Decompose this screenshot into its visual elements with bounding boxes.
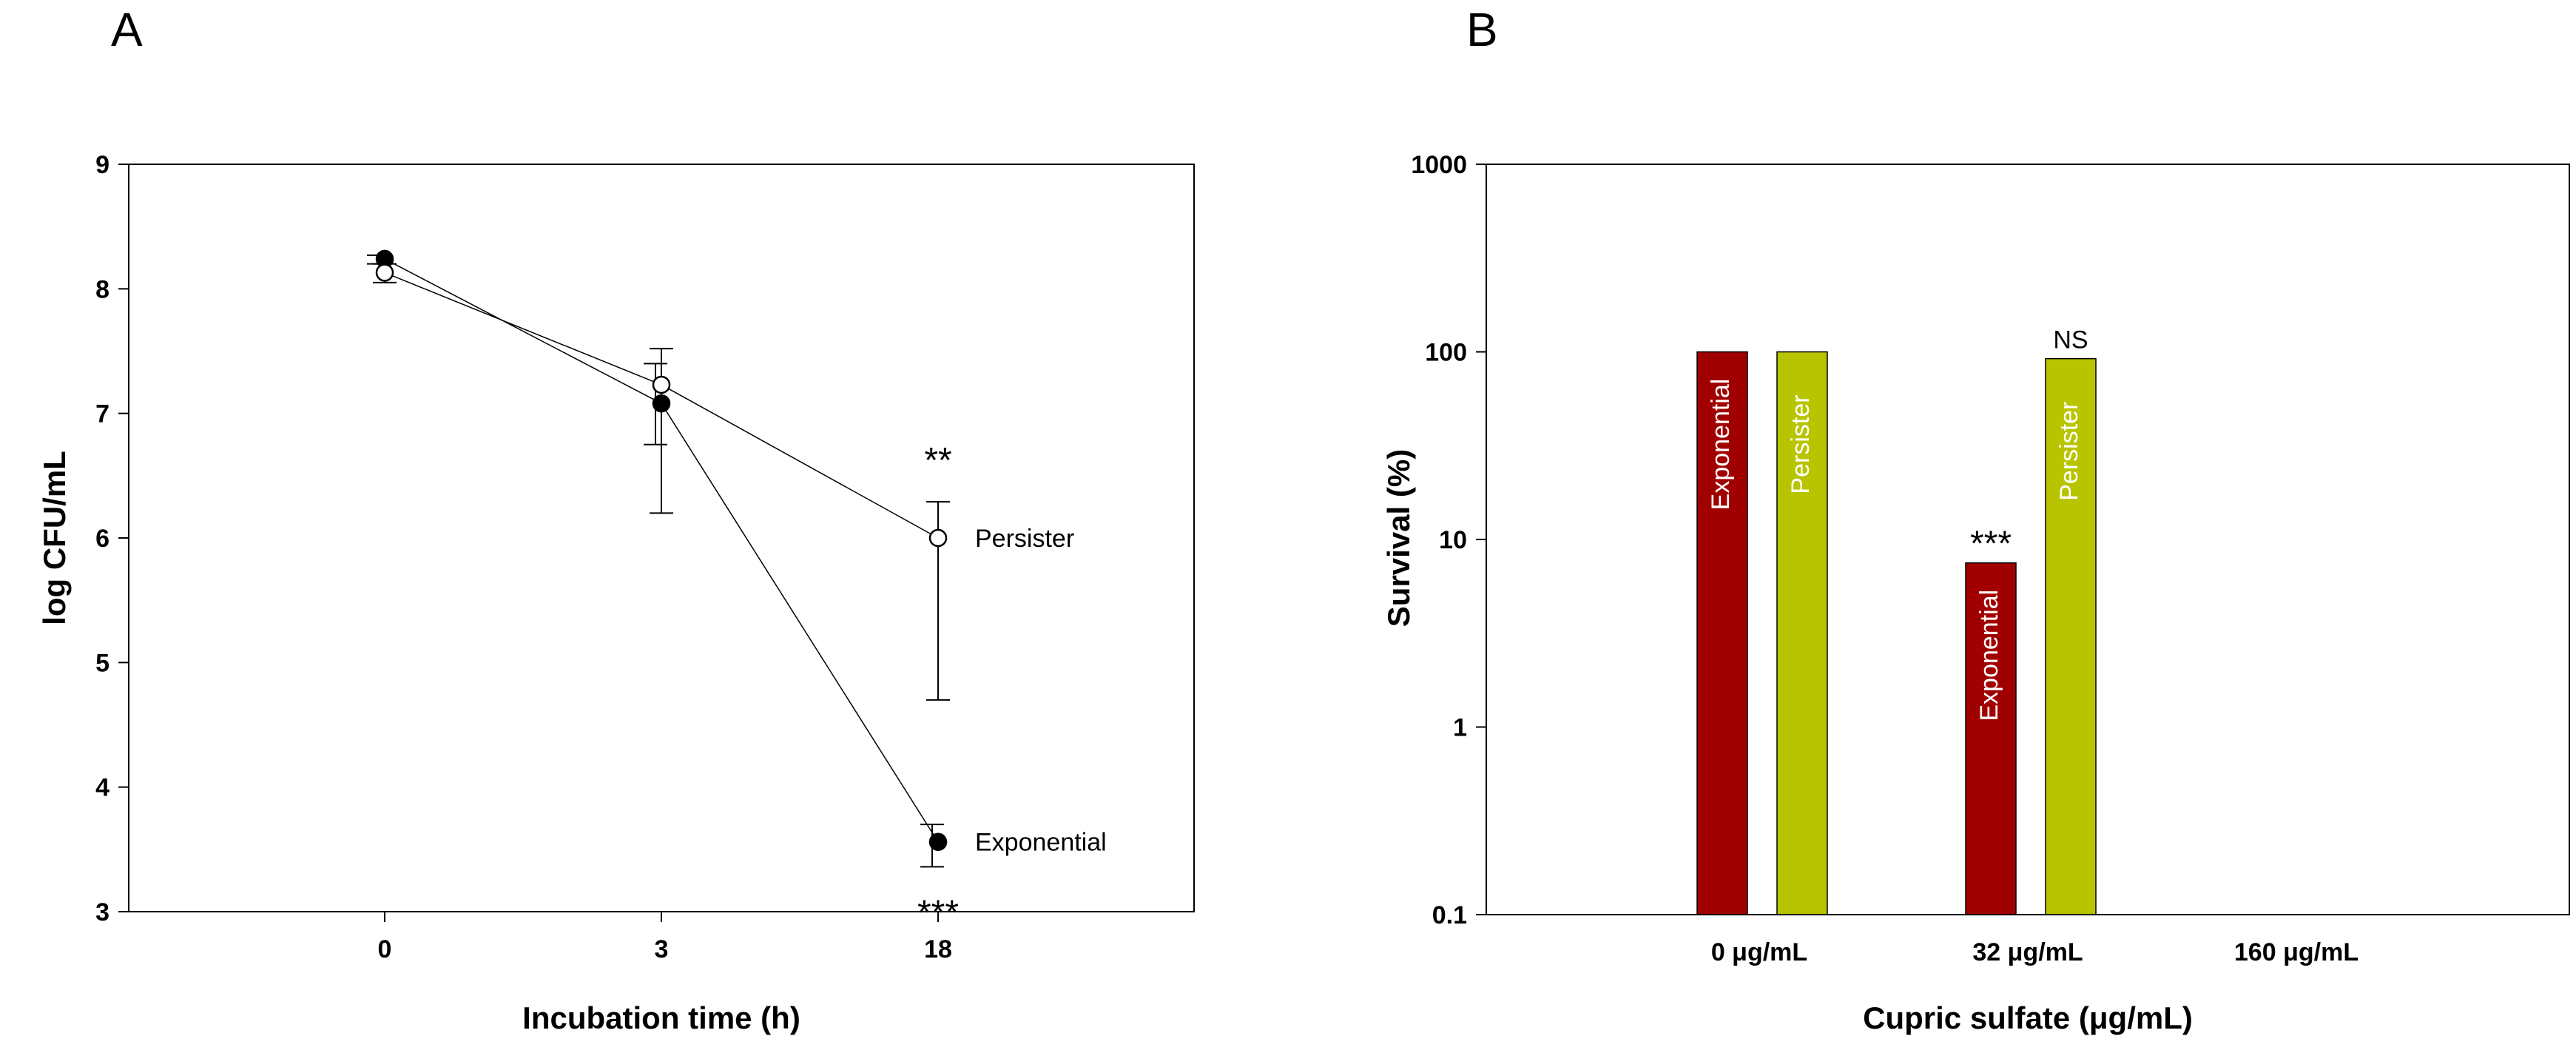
panel-a-y-axis-title: log CFU/mL — [37, 451, 72, 625]
panel-b-bar-label-persister: Persister — [2055, 402, 2083, 501]
panel-b-x-tick-label: 0 μg/mL — [1711, 938, 1807, 966]
panel-a-persister-line-segment — [384, 272, 662, 386]
panel-b-persister-significance: NS — [2053, 326, 2088, 354]
panel-b-bar-label-exponential: Exponential — [1707, 379, 1735, 511]
panel-a-persister-point — [375, 263, 394, 282]
panel-a-series-label-persister: Persister — [975, 525, 1074, 553]
panel-a-series-label-exponential: Exponential — [975, 829, 1107, 857]
panel-b-bar-label-exponential: Exponential — [1975, 590, 2003, 721]
panel-b-y-tick-label: 10 — [1439, 526, 1467, 554]
panel-b-y-tick-label: 1 — [1453, 714, 1467, 742]
panel-b-y-tick-label: 1000 — [1411, 151, 1467, 179]
panel-a-persister-line-segment — [661, 384, 939, 539]
panel-a-persister-point — [652, 375, 671, 394]
panel-b-x-axis-title: Cupric sulfate (μg/mL) — [1863, 1000, 2193, 1035]
panel-a-persister-point — [928, 528, 948, 548]
panel-a-y-tick-label: 4 — [95, 774, 109, 802]
panel-b-bar-exponential — [1965, 562, 2017, 915]
panel-a-exponential-point — [652, 394, 671, 413]
panel-a-y-tick-label: 3 — [95, 898, 109, 926]
panel-a-persister-significance: ** — [924, 441, 951, 480]
panel-b-x-tick-label: 32 μg/mL — [1972, 938, 2083, 966]
panel-a-y-tick-label: 7 — [95, 400, 109, 428]
panel-b-bar-label-persister: Persister — [1787, 394, 1815, 494]
panel-a-exponential-line-segment — [384, 258, 662, 404]
panel-a-y-tick-label: 5 — [95, 649, 109, 677]
panel-a-x-tick-label: 18 — [924, 935, 952, 963]
panel-b-bar-persister — [1776, 351, 1828, 915]
panel-a-exponential-point — [928, 832, 948, 851]
panel-label-b: B — [1466, 3, 1498, 56]
panel-a-y-tick-label: 6 — [95, 525, 109, 553]
panel-b-y-axis-title: Survival (%) — [1381, 449, 1416, 627]
panel-b-bar-exponential — [1696, 351, 1748, 915]
panel-a-y-tick-label: 9 — [95, 151, 109, 179]
panel-a-y-tick-label: 8 — [95, 275, 109, 303]
panel-b-x-tick-label: 160 μg/mL — [2234, 938, 2358, 966]
panel-a-x-tick-label: 0 — [378, 935, 392, 963]
panel-b-chart: 0.1 1 10 100 1000 0 μg/mL 32 μg/mL 160 μg/mL E… — [1381, 151, 2570, 1035]
panel-a-x-tick-label: 3 — [655, 935, 669, 963]
panel-a-exponential-significance: *** — [917, 893, 959, 932]
panel-b-plot-frame — [1486, 164, 2570, 915]
panel-a-x-axis-title: Incubation time (h) — [522, 1000, 800, 1035]
panel-a-exponential-line-segment — [661, 403, 939, 843]
panel-b-exponential-significance: *** — [1970, 525, 2012, 564]
panel-b-y-tick-label: 100 — [1425, 339, 1467, 367]
panel-b-bar-persister — [2045, 357, 2097, 915]
panel-b-y-tick-label: 0.1 — [1432, 901, 1467, 929]
panel-label-a: A — [111, 3, 143, 56]
